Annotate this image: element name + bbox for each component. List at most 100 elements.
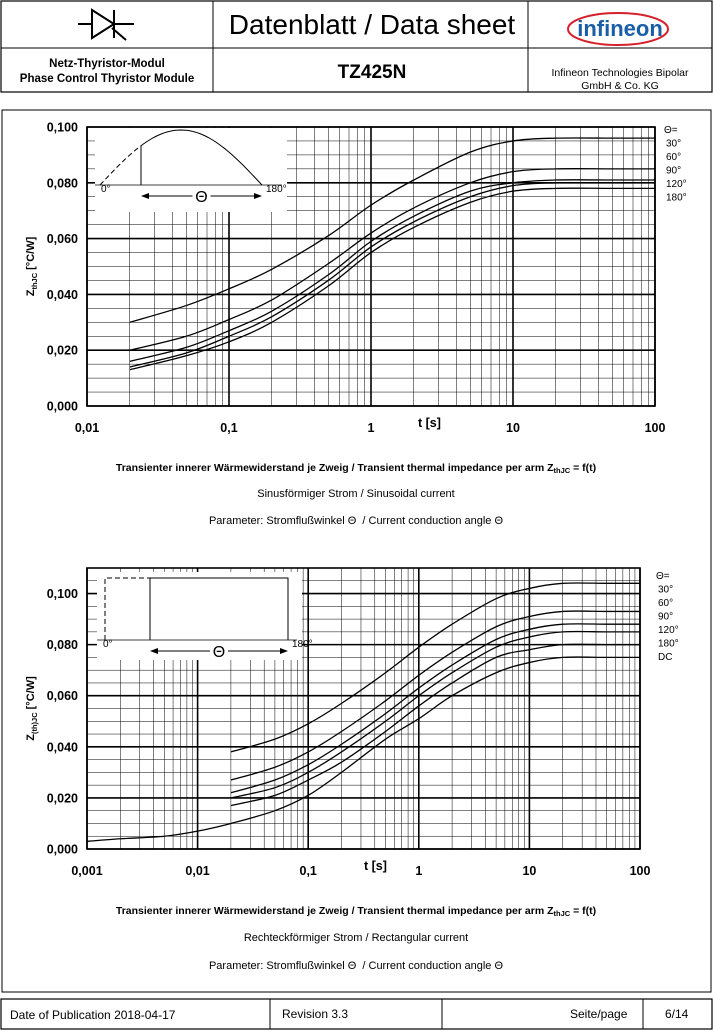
legend-entry: 90° bbox=[658, 612, 673, 623]
caption-main: Transienter innerer Wärmewiderstand je Z… bbox=[116, 905, 554, 917]
legend-entry: 180° bbox=[658, 639, 679, 650]
legend-entry: 60° bbox=[666, 152, 681, 163]
inset-start: 0° bbox=[103, 639, 113, 650]
caption-sub: thJC bbox=[554, 466, 571, 475]
curve bbox=[230, 623, 640, 794]
legend-entry: 120° bbox=[666, 179, 687, 190]
chart: 0,01 0,1 1 10 100 0,000 0,020 0,040 0,060 0,080 0,… bbox=[25, 121, 687, 528]
y-tick-label: 0,020 bbox=[47, 791, 78, 805]
caption-tail: = f(t) bbox=[570, 905, 596, 917]
parameter: Parameter: Stromflußwinkel Θ / Current c… bbox=[209, 960, 504, 972]
inset-wave bbox=[149, 577, 289, 640]
plot-frame bbox=[86, 126, 656, 407]
curve bbox=[230, 643, 640, 807]
curve bbox=[230, 582, 640, 753]
x-tick-label: 0,01 bbox=[75, 421, 99, 435]
logo: infineon bbox=[577, 16, 663, 41]
legend-entry: 60° bbox=[658, 598, 673, 609]
curve bbox=[129, 181, 655, 368]
y-tick-label: 0,080 bbox=[47, 176, 78, 190]
parameter: Parameter: Stromflußwinkel Θ / Current c… bbox=[209, 515, 504, 527]
y-tick-label: 0,060 bbox=[47, 689, 78, 703]
y-tick-label: 0,100 bbox=[47, 121, 78, 135]
curve bbox=[129, 179, 655, 362]
subtitle: Sinusförmiger Strom / Sinusoidal current bbox=[257, 488, 454, 500]
company: GmbH & Co. KG bbox=[581, 80, 659, 92]
inset-wave-dashed bbox=[104, 577, 150, 640]
legend-entry: DC bbox=[658, 652, 672, 663]
inset-wave-dashed bbox=[99, 145, 141, 186]
page-number: 6/14 bbox=[665, 1007, 689, 1021]
y-tick-label: 0,040 bbox=[47, 740, 78, 754]
y-tick-label: 0,040 bbox=[47, 288, 78, 302]
x-tick-label: 1 bbox=[368, 421, 375, 435]
plot-frame bbox=[86, 567, 641, 850]
x-tick-label: 100 bbox=[630, 864, 651, 878]
x-axis-label: t [s] bbox=[364, 859, 387, 873]
x-tick-label: 10 bbox=[522, 864, 536, 878]
curve bbox=[129, 137, 655, 323]
curve bbox=[129, 167, 655, 351]
y-label-main: Z bbox=[25, 289, 37, 296]
inset-box bbox=[95, 128, 287, 212]
company: Infineon Technologies Bipolar bbox=[552, 67, 689, 79]
caption-sub: thJC bbox=[554, 909, 571, 918]
y-tick-label: 0,100 bbox=[47, 587, 78, 601]
body-frame bbox=[1, 109, 712, 993]
curve bbox=[230, 630, 640, 799]
y-label-sub: (th)JC bbox=[30, 712, 39, 734]
x-tick-label: 100 bbox=[645, 421, 666, 435]
caption: Transienter innerer Wärmewiderstand je Z… bbox=[116, 462, 596, 475]
legend-entry: 120° bbox=[658, 625, 679, 636]
x-axis-label: t [s] bbox=[418, 416, 441, 430]
legend-title: Θ= bbox=[664, 125, 678, 136]
inset-label-bg bbox=[192, 188, 211, 204]
y-axis-label: ZthJC [°C/W] bbox=[25, 236, 39, 296]
curve bbox=[230, 610, 640, 781]
caption-main: Transienter innerer Wärmewiderstand je Z… bbox=[116, 462, 554, 474]
chart: 0,001 0,01 0,1 1 10 100 0,000 0,020 0,040 0,060 0,… bbox=[25, 567, 679, 972]
x-tick-label: 0,01 bbox=[185, 864, 209, 878]
y-tick-label: 0,020 bbox=[47, 344, 78, 358]
y-label-unit: [°C/W] bbox=[25, 236, 37, 269]
x-tick-label: 0,1 bbox=[220, 421, 237, 435]
x-tick-label: 10 bbox=[506, 421, 520, 435]
y-label-sub: thJC bbox=[30, 272, 39, 289]
doc-title: Datenblatt / Data sheet bbox=[229, 9, 516, 40]
legend-entry: 180° bbox=[666, 193, 687, 204]
logo-swoosh bbox=[567, 12, 669, 46]
inset-wave bbox=[140, 129, 263, 186]
footer-frame bbox=[0, 998, 713, 1030]
legend-entry: 30° bbox=[666, 139, 681, 150]
subtitle: Rechteckförmiger Strom / Rectangular cur… bbox=[244, 932, 468, 944]
legend-entry: 30° bbox=[658, 585, 673, 596]
module-en: Phase Control Thyristor Module bbox=[20, 73, 194, 85]
legend-title: Θ= bbox=[656, 571, 670, 582]
curve bbox=[86, 656, 640, 842]
inset-start: 0° bbox=[101, 184, 111, 195]
thyristor-symbol bbox=[78, 8, 134, 41]
inset-label-bg bbox=[210, 643, 228, 659]
y-label-unit: [°C/W] bbox=[25, 676, 37, 709]
caption-tail: = f(t) bbox=[570, 462, 596, 474]
page-label: Seite/page bbox=[570, 1007, 628, 1021]
caption: Transienter innerer Wärmewiderstand je Z… bbox=[116, 905, 596, 918]
inset-box bbox=[97, 572, 302, 660]
inset-angle: Θ bbox=[195, 189, 207, 206]
curve bbox=[129, 187, 655, 371]
inset-angle: Θ bbox=[213, 644, 225, 661]
module-de: Netz-Thyristor-Modul bbox=[49, 58, 165, 70]
y-axis-label: Z(th)JC [°C/W] bbox=[25, 676, 39, 741]
publication-date: Date of Publication 2018-04-17 bbox=[10, 1008, 176, 1022]
x-tick-label: 0,001 bbox=[71, 864, 102, 878]
y-label-main: Z bbox=[25, 734, 37, 741]
x-tick-label: 1 bbox=[415, 864, 422, 878]
y-tick-label: 0,060 bbox=[47, 232, 78, 246]
inset-end: 180° bbox=[292, 639, 313, 650]
x-tick-label: 0,1 bbox=[300, 864, 317, 878]
y-tick-label: 0,000 bbox=[47, 400, 78, 414]
inset-end: 180° bbox=[266, 184, 287, 195]
y-tick-label: 0,080 bbox=[47, 638, 78, 652]
